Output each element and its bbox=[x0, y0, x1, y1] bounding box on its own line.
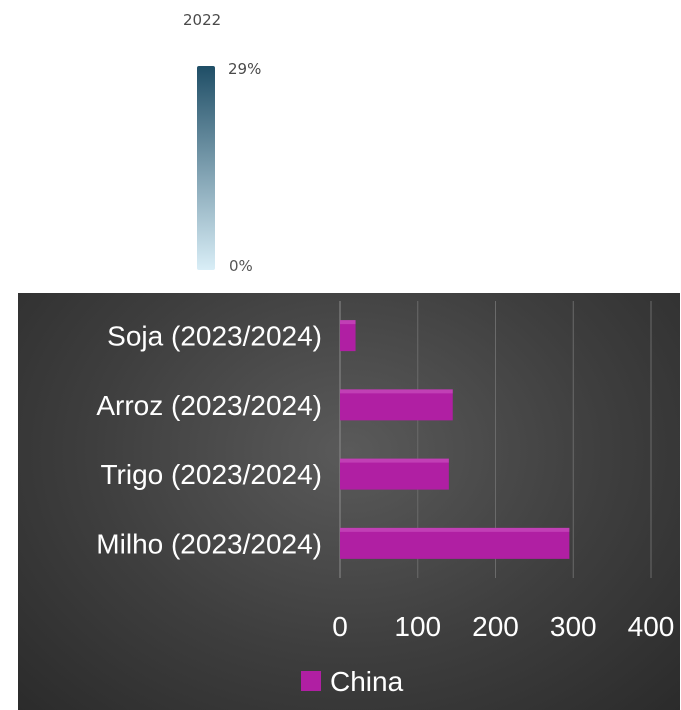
category-label-2: Trigo (2023/2024) bbox=[100, 459, 322, 490]
scale-max-label: 29% bbox=[228, 60, 262, 78]
bar-highlight-2 bbox=[340, 458, 449, 463]
x-tick-label-100: 100 bbox=[394, 611, 441, 642]
bar-1 bbox=[340, 389, 453, 421]
legend-label: China bbox=[330, 666, 404, 697]
legend-swatch bbox=[301, 671, 321, 691]
x-tick-label-0: 0 bbox=[332, 611, 348, 642]
category-label-0: Soja (2023/2024) bbox=[107, 321, 322, 352]
category-label-3: Milho (2023/2024) bbox=[96, 528, 322, 559]
scale-min-label: 0% bbox=[229, 257, 253, 275]
x-tick-label-300: 300 bbox=[550, 611, 597, 642]
bar-2 bbox=[340, 458, 449, 490]
bar-chart: Soja (2023/2024) Arroz (2023/2024) Trigo (… bbox=[96, 301, 675, 697]
color-scale-bar bbox=[197, 66, 215, 270]
x-tick-label-200: 200 bbox=[472, 611, 519, 642]
category-label-1: Arroz (2023/2024) bbox=[96, 390, 322, 421]
bar-highlight-0 bbox=[340, 320, 356, 325]
scale-legend-title: 2022 bbox=[183, 11, 222, 29]
bar-highlight-3 bbox=[340, 527, 570, 532]
bar-highlight-1 bbox=[340, 389, 453, 394]
bar-chart-panel: Soja (2023/2024) Arroz (2023/2024) Trigo (… bbox=[18, 293, 680, 710]
bar-0 bbox=[340, 320, 356, 352]
bar-3 bbox=[340, 527, 570, 559]
x-tick-label-400: 400 bbox=[628, 611, 675, 642]
